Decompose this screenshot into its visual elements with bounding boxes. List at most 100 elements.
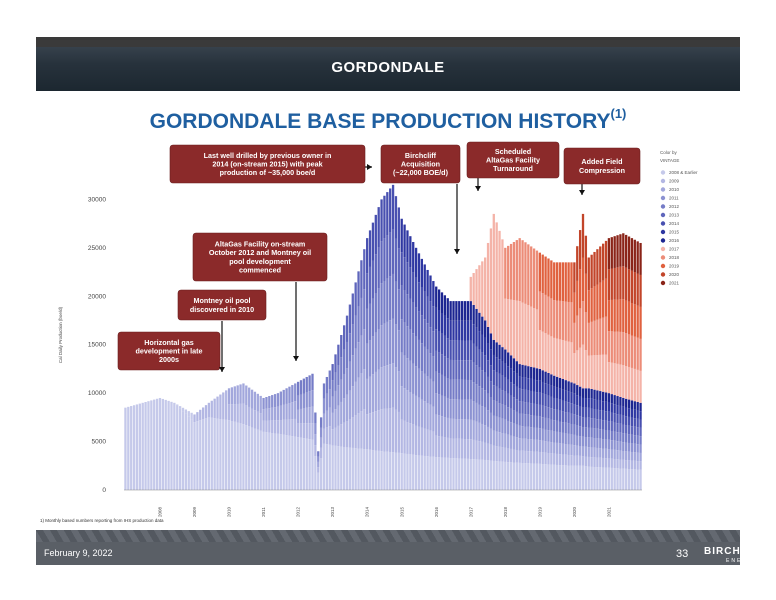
bar-segment [435,350,438,372]
annotation-text: Scheduled [495,147,531,156]
bar-segment [538,368,541,381]
bar-segment [443,396,447,418]
x-year-label: 2019 [537,506,542,517]
bar-segment [601,448,605,458]
bar-segment [593,447,596,458]
bar-segment [190,419,193,490]
bar-segment [524,438,527,451]
bar-segment [489,412,493,429]
bar-segment [515,449,518,463]
bar-segment [391,318,395,364]
annotation-arrowhead [454,249,460,254]
bar-segment [636,444,639,453]
legend-swatch [660,229,666,235]
bar-segment [463,301,467,321]
bar-segment [469,301,472,321]
bar-segment [590,427,593,438]
bar-segment [625,407,628,417]
bar-segment [627,469,631,490]
bar-segment [291,402,294,420]
legend-entry: 2011 [669,196,679,201]
bar-segment [504,433,507,448]
x-year-label: 2017 [468,506,473,517]
bar-segment [538,451,541,464]
bar-segment [357,342,360,378]
bar-segment [449,340,452,360]
bar-segment [455,360,458,380]
bar-segment [435,393,438,415]
bar-segment [429,327,432,354]
bar-segment [610,403,613,413]
bar-segment [558,432,562,444]
bar-segment [311,373,314,391]
bar-segment [610,331,613,363]
slide-title-footnote-ref: (1) [610,106,627,121]
bar-segment [547,452,550,465]
bar-segment [236,385,239,404]
bar-segment [581,446,585,457]
bar-segment [578,455,582,466]
bar-segment [317,461,320,468]
bar-segment [625,451,628,461]
bar-segment [340,335,343,358]
bar-segment [613,404,616,414]
bar-segment [518,376,521,389]
bar-segment [550,374,553,386]
bar-segment [498,446,501,462]
bar-segment [573,292,576,323]
legend-entry: 2014 [669,221,680,226]
bar-segment [460,320,464,341]
bar-segment [420,258,424,287]
bar-segment [532,403,536,416]
bar-segment [412,363,415,394]
bar-segment [564,454,567,466]
bar-segment [460,340,464,361]
legend-swatch [660,280,666,286]
bar-segment [371,450,375,490]
bar-segment [472,420,475,440]
bar-segment [391,273,395,319]
bar-segment [630,417,634,427]
bar-segment [173,402,176,490]
bar-segment [486,460,490,490]
bar-segment [578,406,582,417]
bar-segment [622,299,625,333]
bar-segment [567,444,570,455]
bar-segment [265,420,268,433]
annotation-text: 2014 (on-stream 2015) with peak [212,160,322,169]
bar-segment [498,417,501,433]
bar-segment [331,412,334,430]
bar-segment [587,355,590,389]
bar-segment [561,400,565,412]
bar-segment [616,468,619,490]
bar-segment [532,367,536,380]
bar-segment [604,420,608,431]
bar-segment [630,400,634,409]
bar-segment [593,320,596,356]
bar-segment [239,384,242,404]
bar-segment [607,300,611,332]
bar-segment [360,297,363,336]
bar-segment [535,368,539,381]
bar-segment [558,454,562,466]
bar-segment [259,430,262,490]
bar-segment [622,397,625,407]
bar-segment [443,457,447,490]
bar-segment [423,401,426,429]
bar-segment [484,442,487,460]
bar-segment [593,251,596,287]
bar-segment [599,419,602,430]
bar-segment [633,368,636,402]
bar-segment [584,456,588,467]
bar-segment [555,442,559,454]
bar-segment [420,315,424,344]
bar-segment [334,445,337,490]
bar-segment [374,411,377,451]
bar-segment [619,405,622,415]
bar-segment [573,393,576,405]
bar-segment [601,457,605,468]
header-top-bar [36,37,740,47]
bar-segment [501,375,504,391]
bar-segment [521,426,524,439]
bar-segment [601,401,605,411]
